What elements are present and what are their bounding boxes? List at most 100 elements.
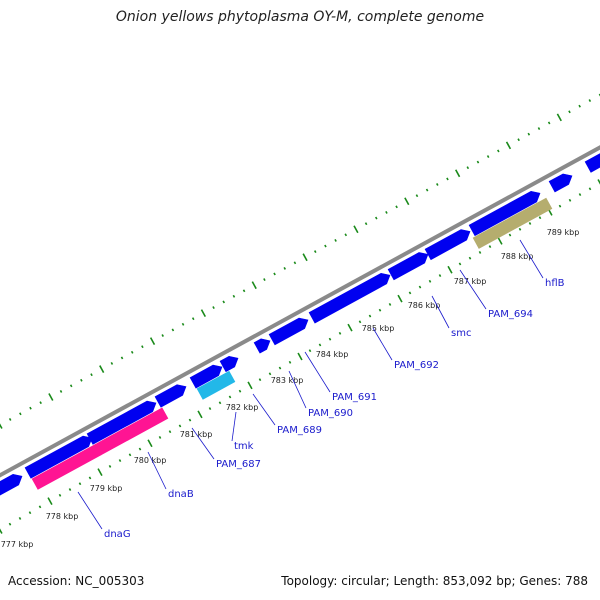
inner-tick [418,285,422,289]
gene-label[interactable]: hflB [545,278,565,289]
gene-features [0,153,600,499]
tick-label: 787 kbp [454,277,487,286]
inner-tick [118,459,122,463]
map-title: Onion yellows phytoplasma OY-M, complete… [115,9,485,25]
gene-label[interactable]: PAM_687 [216,459,261,470]
inner-tick [447,265,453,274]
tick-label: 786 kbp [408,301,441,310]
gene-label-leader [191,427,215,460]
outer-tick [374,216,378,220]
inner-tick [308,349,312,353]
gene-label-leader [372,327,393,361]
gene-label[interactable]: PAM_692 [394,360,439,371]
gene-label-leader [231,411,237,442]
outer-tick [466,166,470,170]
outer-tick [8,417,12,421]
outer-tick [181,322,185,326]
outer-tick [283,266,287,270]
outer-tick [324,244,327,248]
forward-gene-feature[interactable] [548,173,573,193]
inner-tick [488,245,492,249]
inner-tick [497,236,503,245]
outer-tick [293,261,297,265]
inner-tick [0,528,3,534]
forward-gene-feature[interactable] [584,153,600,173]
outer-tick [505,141,512,150]
outer-tick [80,378,83,382]
cyan-gene-feature[interactable] [196,370,236,400]
outer-tick [578,104,581,108]
inner-tick [347,323,353,332]
forward-gene-feature[interactable] [154,384,187,408]
olive-gene-feature[interactable] [472,197,553,249]
forward-gene-feature[interactable] [308,272,391,324]
outer-tick [313,250,317,254]
outer-tick [130,350,134,354]
gene-label-leader [77,491,103,530]
outer-tick [455,169,461,178]
outer-tick [446,177,449,181]
outer-tick [69,384,73,388]
outer-tick [141,345,144,349]
inner-tick [288,360,292,364]
gene-label[interactable]: PAM_689 [277,425,322,436]
outer-tick [19,412,22,416]
outer-tick [251,281,257,290]
outer-tick [334,238,337,242]
inner-tick [318,343,322,347]
outer-tick [48,393,54,401]
inner-tick [278,366,282,370]
outer-tick [517,138,520,142]
gene-label[interactable]: tmk [234,441,254,452]
outer-tick [29,406,32,410]
forward-gene-feature[interactable] [189,364,223,389]
forward-gene-feature[interactable] [268,317,309,346]
gene-label[interactable]: smc [451,328,471,339]
gene-label[interactable]: dnaB [168,489,194,500]
outer-tick [212,306,215,309]
forward-gene-feature[interactable] [24,435,93,479]
inner-tick [268,372,272,376]
tick-label: 784 kbp [316,350,349,359]
gene-label[interactable]: PAM_690 [308,408,353,419]
outer-tick [232,294,236,298]
outer-tick [547,121,551,125]
inner-tick [8,522,12,526]
inner-tick [18,516,22,520]
inner-tick [328,337,332,341]
inner-tick [97,468,103,477]
forward-gene-feature[interactable] [0,473,23,499]
forward-gene-feature[interactable] [424,229,471,261]
inner-tick [68,488,72,491]
accession-text: Accession: NC_005303 [8,574,145,588]
gene-label-leader [431,295,450,329]
forward-gene-feature[interactable] [253,338,271,354]
pink-gene-feature[interactable] [94,407,169,456]
forward-gene-feature[interactable] [387,252,429,281]
inner-tick [38,505,42,509]
outer-tick [302,253,308,262]
gene-label[interactable]: dnaG [104,529,131,540]
inner-tick [47,497,53,505]
gene-label-leader [147,451,167,490]
outer-tick [486,155,490,158]
inner-tick [197,410,203,419]
outer-tick [364,222,368,226]
outer-tick [222,300,226,304]
forward-gene-feature[interactable] [468,190,541,237]
gene-label[interactable]: PAM_691 [332,392,377,403]
inner-tick [518,227,522,231]
tick-label: 783 kbp [271,376,304,385]
outer-tick [404,197,410,206]
inner-tick [428,279,432,283]
gene-label-leader [252,393,276,426]
outer-tick [353,225,359,234]
outer-tick [476,160,480,164]
forward-gene-feature[interactable] [86,400,157,445]
inner-tick [138,447,142,451]
outer-tick [0,423,3,429]
forward-gene-feature[interactable] [219,355,239,373]
inner-tick [438,274,442,277]
gene-label[interactable]: PAM_694 [488,309,533,320]
